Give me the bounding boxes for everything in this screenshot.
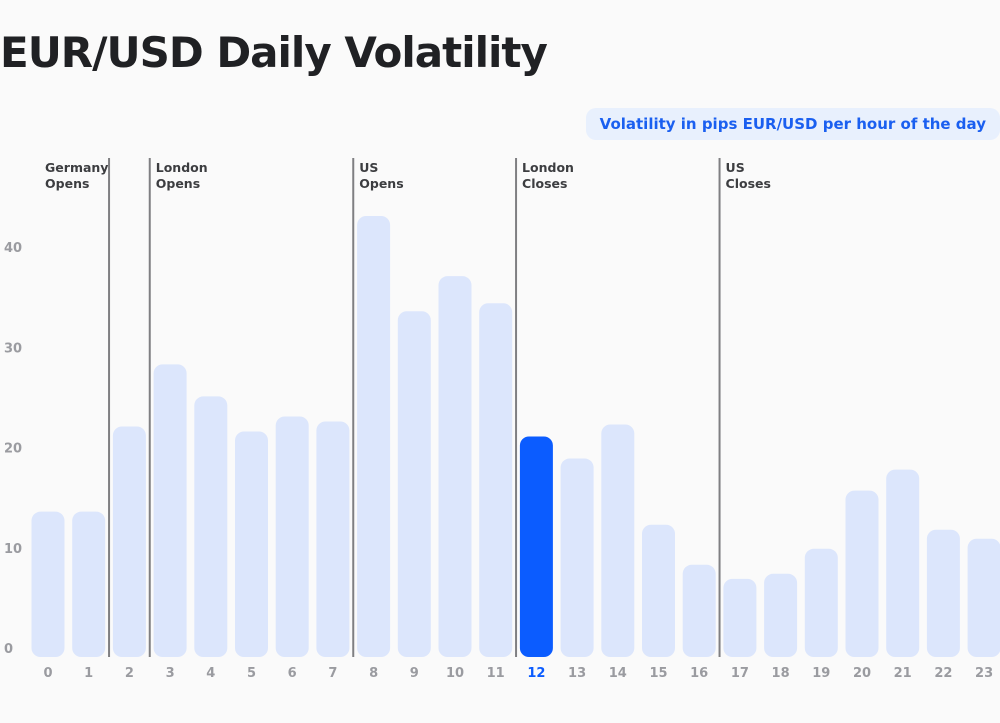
y-tick-label: 10 [4,542,22,557]
session-label-line: Opens [156,176,200,191]
bar [479,303,513,657]
session-label: London Opens [156,160,208,191]
x-tick-label: 8 [369,666,378,681]
bar [316,421,350,657]
bar [926,529,960,657]
x-tick-label: 0 [43,666,52,681]
y-tick-label: 40 [4,241,22,256]
bar [194,396,228,657]
x-tick-label: 18 [772,666,790,681]
x-tick-label: 4 [206,666,215,681]
y-tick-label: 20 [4,442,22,457]
bar [438,276,472,657]
session-label-line: Closes [726,176,771,191]
bar [153,364,187,657]
bar [804,548,838,657]
session-label: Germany Opens [45,160,108,191]
bar [967,538,1000,657]
y-axis: 0 10 20 30 40 [4,241,22,657]
session-label: US Closes [726,160,771,191]
bar [275,416,309,657]
session-label-line: London [156,160,208,175]
bars-group [31,216,1000,657]
x-tick-label: 3 [166,666,175,681]
x-tick-label: 15 [649,666,667,681]
session-dividers [108,158,721,657]
x-tick-label: 5 [247,666,256,681]
bar [845,490,879,657]
x-tick-label: 21 [894,666,912,681]
bar [31,511,65,657]
x-tick-label: 12 [527,666,545,681]
session-label-line: Closes [522,176,567,191]
y-tick-label: 30 [4,341,22,356]
bar [397,311,431,657]
x-tick-label: 10 [446,666,464,681]
x-axis: 0 1 2 3 4 5 6 7 8 9 10 11 12 13 14 15 16 17 18 19 20 21 22 23 [43,666,993,681]
x-tick-label: 22 [934,666,952,681]
x-tick-label: 6 [288,666,297,681]
x-tick-label: 17 [731,666,749,681]
legend-badge: Volatility in pips EUR/USD per hour of t… [585,108,1000,140]
chart-title: EUR/USD Daily Volatility [0,28,548,77]
bar [235,431,268,657]
bar [560,458,594,657]
x-tick-label: 11 [487,666,505,681]
bar [72,511,106,657]
x-tick-label: 20 [853,666,871,681]
session-label-line: Germany [45,160,108,175]
session-label: US Opens [359,160,403,191]
bar [601,424,635,657]
session-label-line: London [522,160,574,175]
x-tick-label: 19 [812,666,830,681]
bar-highlighted [519,436,553,657]
session-label: London Closes [522,160,574,191]
session-label-line: US [726,160,745,175]
session-label-line: Opens [359,176,403,191]
bar [723,578,757,657]
x-tick-label: 23 [975,666,993,681]
bar [764,573,798,657]
bar [886,469,920,657]
x-tick-label: 14 [609,666,627,681]
bar [642,524,675,657]
x-tick-label: 9 [410,666,419,681]
bar [357,216,391,657]
x-tick-label: 2 [125,666,134,681]
x-tick-label: 16 [690,666,708,681]
x-tick-label: 1 [84,666,93,681]
bar [682,564,716,657]
x-tick-label: 7 [328,666,337,681]
x-tick-label: 13 [568,666,586,681]
y-tick-label: 0 [4,642,13,657]
bar [112,426,146,657]
session-label-line: US [359,160,378,175]
session-label-line: Opens [45,176,89,191]
